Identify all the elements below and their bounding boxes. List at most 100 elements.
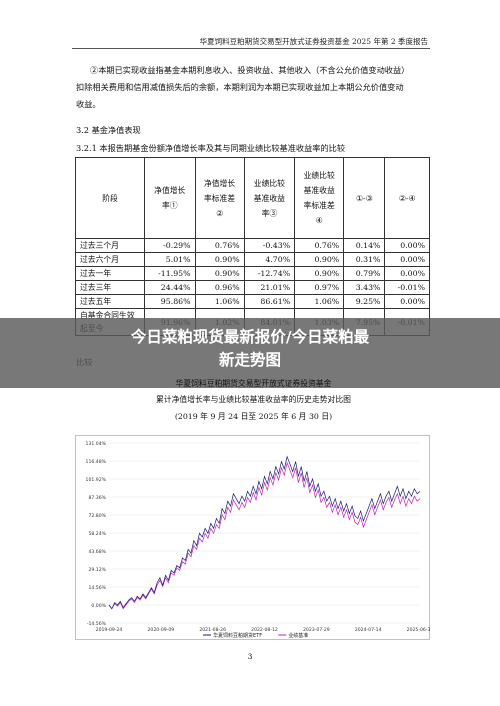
table-cell: 0.90% — [194, 252, 245, 267]
table-cell: 0.14% — [343, 238, 386, 253]
table-header-cell: ①-③ — [343, 157, 386, 239]
note-line-1: ②本期已实现收益指基金本期利息收入、投资收益、其他收入（不含公允价值变动收益） — [90, 65, 410, 75]
note-line-2: 扣除相关费用和信用减值损失后的余额，本期利润为本期已实现收益加上本期公允价值变动 — [76, 82, 404, 92]
period-label: 过去一年 — [75, 266, 145, 281]
header-cell-line: 业绩比较 — [303, 171, 335, 180]
section-heading-3-2-1: 3.2.1 本报告期基金份额净值增长率及其与同期业绩比较基准收益率的比较 — [76, 143, 346, 153]
y-tick-label: 58.24% — [88, 531, 106, 537]
table-cell: 0.00% — [384, 238, 430, 253]
y-axis-ticks: 131.04% 116.48% 101.92% 87.36% 72.80% 58.24% 4… — [86, 441, 107, 627]
y-tick-label: 72.80% — [88, 513, 106, 519]
chart-legend: 华夏饲料豆粕期货ETF 业绩基准 — [203, 632, 308, 639]
y-tick-label: 131.04% — [86, 441, 107, 447]
chart-title-2: 累计净值增长率与业绩比较基准收益率的历史走势对比图 — [156, 395, 351, 404]
page-number: 3 — [247, 652, 253, 661]
table-header-cell: 净值增长 率标准差 ② — [194, 157, 245, 239]
y-tick-label: 116.48% — [86, 459, 107, 465]
x-tick-label: 2019-09-24 — [96, 627, 123, 633]
table-cell: 0.90% — [294, 266, 345, 281]
table-cell: -0.01% — [384, 280, 430, 295]
banner-line-2: 新走势图 — [218, 351, 281, 369]
table-cell: 21.01% — [243, 280, 296, 295]
table-cell: 0.31% — [343, 252, 386, 267]
period-label: 过去六个月 — [75, 252, 145, 267]
table-cell: 0.00% — [384, 294, 430, 309]
table-cell: -12.74% — [243, 266, 296, 281]
period-label: 过去三年 — [75, 280, 145, 295]
table-cell: 3.43% — [343, 280, 386, 295]
x-tick-label: 2025-06-30 — [407, 627, 430, 633]
table-row: 过去六个月 5.01% 0.90% 4.70% 0.90% 0.31% 0.00% — [75, 252, 430, 267]
y-tick-label: 14.56% — [88, 585, 106, 591]
table-cell: 0.76% — [194, 238, 245, 253]
table-header-cell: ②-④ — [384, 157, 430, 239]
table-cell: 5.01% — [144, 252, 196, 267]
series-line — [108, 461, 421, 610]
table-cell: -0.43% — [243, 238, 296, 253]
header-cell-line: 基准收益 — [303, 186, 335, 195]
table-header-cell: 净值增长率① — [144, 157, 196, 239]
header-cell-line: 率标准差 — [203, 193, 236, 203]
header-cell-line: 阶段 — [102, 193, 118, 203]
header-title: 华夏饲料豆粕期货交易型开放式证券投资基金 2025 年第 2 季度报告 — [199, 37, 428, 46]
x-tick-label: 2024-07-14 — [355, 627, 382, 633]
chart-title-3: (2019 年 9 月 24 日至 2025 年 6 月 30 日) — [174, 412, 333, 421]
header-cell-line: 基准收益 — [253, 193, 285, 203]
y-tick-label: 29.12% — [88, 567, 106, 573]
table-cell: 0.76% — [294, 238, 345, 253]
table-header-cell: 阶段 — [75, 157, 145, 239]
header-cell-line: 净值增长 — [154, 186, 186, 195]
overlay-banner: 今日菜粕现货最新报价/今日菜粕最 新走势图 — [0, 318, 500, 388]
header-cell-line: ①-③ — [356, 193, 373, 203]
header-cell-line: 业绩比较 — [253, 178, 285, 188]
table-cell: 0.90% — [194, 266, 245, 281]
table-cell: -11.95% — [144, 266, 196, 281]
table-cell: 0.00% — [384, 252, 430, 267]
x-tick-label: 2020-09-09 — [147, 627, 174, 633]
table-header-cell: 业绩比较基准收益率③ — [243, 157, 296, 239]
table-cell: 1.06% — [194, 294, 245, 309]
table-header-row: 阶段 净值增长 率① 净值增长 率标准差 ② 业绩比较 基准收益 率③ 业绩比较 基准收益 率标准差 ④… — [75, 157, 430, 239]
x-tick-label: 2023-07-29 — [303, 627, 330, 633]
table-cell: 24.44% — [144, 280, 196, 295]
chart-frame — [75, 435, 430, 640]
note-line-3: 收益。 — [76, 99, 101, 109]
y-tick-label: 0.00% — [91, 603, 106, 609]
header-rule — [72, 48, 430, 49]
y-tick-label: 101.92% — [86, 477, 107, 483]
table-cell: 0.90% — [294, 252, 345, 267]
performance-table: 阶段 净值增长 率① 净值增长 率标准差 ② 业绩比较 基准收益 率③ 业绩比较 基准收益 率标准差 ④… — [75, 157, 430, 336]
table-cell: 9.25% — [343, 294, 386, 309]
series-line — [108, 455, 421, 610]
x-axis-ticks: 2019-09-24 2020-09-09 2021-08-26 2022-08-12… — [96, 627, 430, 633]
y-tick-label: -14.56% — [87, 621, 107, 627]
x-tick-label: 2021-08-26 — [199, 627, 226, 633]
table-cell: 1.06% — [294, 294, 345, 309]
table-header-cell: 业绩比较 基准收益 率标准差 ④ — [294, 157, 345, 239]
table-cell: 95.86% — [144, 294, 196, 309]
table-row: 过去三年 24.44% 0.96% 21.01% 0.97% 3.43% -0.01% — [75, 280, 430, 295]
y-tick-label: 87.36% — [88, 495, 106, 501]
table-row: 过去三个月 -0.29% 0.76% -0.43% 0.76% 0.14% 0.00% — [75, 238, 430, 253]
page-header: 华夏饲料豆粕期货交易型开放式证券投资基金 2025 年第 2 季度报告 — [0, 36, 500, 50]
legend-label: 业绩基准 — [288, 632, 308, 639]
header-cell-line: 率③ — [261, 208, 278, 218]
section-heading-3-2: 3.2 基金净值表现 — [76, 125, 141, 135]
table-cell: -0.29% — [144, 238, 196, 253]
chart-grid — [109, 442, 420, 624]
chart-title-1: 华夏饲料豆粕期货交易型开放式证券投资基金 — [175, 379, 332, 388]
y-tick-label: 43.68% — [88, 549, 106, 555]
table-cell: 4.70% — [243, 252, 296, 267]
header-cell-line: 率① — [161, 201, 178, 210]
table-row: 过去一年 -11.95% 0.90% -12.74% 0.90% 0.79% 0.00% — [75, 266, 430, 281]
table-cell: 0.00% — [384, 266, 430, 281]
header-cell-line: 率标准差 — [303, 201, 335, 210]
header-cell-line: 净值增长 — [203, 178, 236, 188]
chart-series — [108, 455, 421, 610]
period-label: 过去三个月 — [75, 238, 145, 253]
table-cell: 86.61% — [243, 294, 296, 309]
legend-label: 华夏饲料豆粕期货ETF — [213, 632, 262, 639]
table-cell: 0.79% — [343, 266, 386, 281]
period-label: 过去五年 — [75, 294, 145, 309]
performance-chart: 131.04% 116.48% 101.92% 87.36% 72.80% 58.24% 4… — [75, 435, 430, 640]
